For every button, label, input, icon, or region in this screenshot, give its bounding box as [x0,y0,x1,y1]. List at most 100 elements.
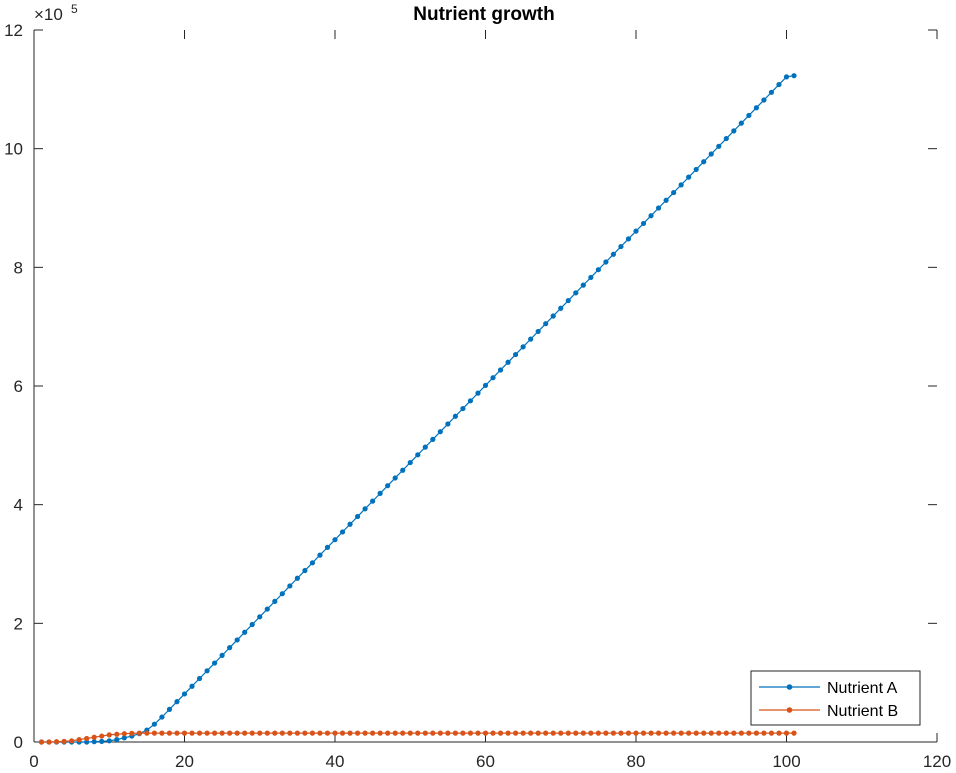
legend-entry: Nutrient A [759,680,898,697]
x-tick-label: 0 [29,752,38,771]
data-point [189,683,195,689]
data-point [460,730,466,736]
data-point [174,730,180,736]
data-point [783,74,790,80]
data-point [445,421,451,427]
data-point [99,733,105,739]
data-point [422,444,428,450]
data-point [377,490,383,496]
data-point [279,591,285,597]
data-point [347,521,353,527]
data-point [317,730,323,736]
data-point [264,730,270,736]
data-point [513,351,519,358]
data-point [618,730,624,736]
data-point [324,544,331,550]
y-axis-multiplier: ×10 [34,5,63,24]
data-point [181,730,188,736]
data-point [415,452,421,458]
data-point [708,730,714,736]
data-point [279,730,285,736]
data-point [460,405,466,412]
data-point [497,367,504,373]
data-point [738,120,744,126]
data-point [678,182,684,188]
data-point [347,730,353,736]
data-point [106,738,112,744]
data-point [151,730,157,736]
y-axis-multiplier-exponent: 5 [71,2,78,16]
series-layer [38,73,797,745]
data-point [324,730,331,736]
data-point [746,112,752,119]
data-point [166,730,173,736]
y-tick-label: 0 [14,733,23,752]
legend-box [750,670,921,726]
data-point [693,166,699,173]
data-point [490,730,496,736]
data-point [791,73,797,79]
data-point [731,128,737,134]
data-point [671,189,677,196]
data-point [738,730,744,736]
data-point [731,730,737,736]
data-point [452,413,458,419]
data-point [580,730,586,736]
data-point [159,730,165,736]
data-point [272,730,278,736]
data-point [84,739,90,745]
data-point [445,730,451,736]
data-point [655,730,662,736]
data-point [385,483,391,489]
data-point [580,282,586,288]
data-point [219,730,225,736]
data-point [686,730,692,736]
data-point [437,730,443,736]
data-point [257,730,263,736]
data-point [625,730,632,736]
data-point [61,738,67,745]
data-point [354,730,361,736]
data-point [497,730,504,736]
data-point [558,305,564,311]
y-tick-label: 2 [14,614,23,633]
data-point [565,730,571,736]
data-point [114,731,120,737]
data-point [723,730,729,736]
x-tick-label: 80 [627,752,646,771]
x-tick-label: 60 [476,752,495,771]
data-point [573,730,579,736]
data-point [91,739,97,745]
data-point [136,730,142,736]
data-point [294,575,300,581]
data-point [746,730,752,736]
data-point [513,730,519,736]
data-point [610,730,617,736]
data-point [129,730,135,736]
data-point [663,197,669,203]
data-point [121,731,127,737]
data-point [603,259,609,265]
data-point [370,730,376,736]
data-point [196,675,203,682]
data-point [84,735,90,742]
data-point [287,583,293,589]
legend-entry: Nutrient B [759,703,898,720]
data-point [151,721,157,727]
legend-marker [786,707,793,713]
data-point [648,213,654,219]
data-point [633,228,639,234]
data-point [791,730,797,736]
data-point [761,97,767,103]
data-point [753,105,760,111]
data-point [339,730,346,736]
legend-label: Nutrient B [827,703,898,720]
data-point [302,730,308,736]
data-point [234,637,240,643]
data-point [520,730,526,736]
data-point [181,691,188,697]
legend-label: Nutrient A [827,680,898,697]
data-point [753,730,760,736]
data-point [505,730,511,736]
